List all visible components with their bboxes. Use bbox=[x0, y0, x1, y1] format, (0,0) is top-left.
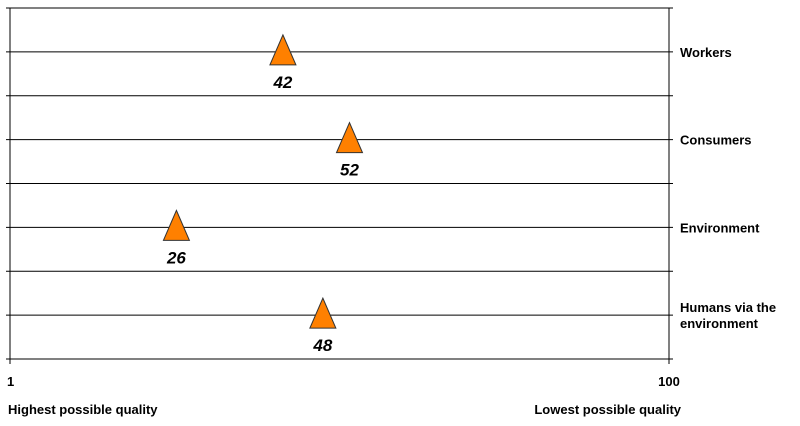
category-label: Humans via the bbox=[680, 300, 776, 315]
x-tick-label: 1 bbox=[7, 374, 14, 389]
triangle-marker bbox=[335, 121, 364, 154]
category-label: Environment bbox=[680, 220, 760, 235]
x-axis-label-right: Lowest possible quality bbox=[534, 402, 681, 417]
category-label: environment bbox=[680, 316, 759, 331]
x-axis-label-left: Highest possible quality bbox=[8, 402, 158, 417]
value-labels: 42 52 26 48 bbox=[166, 73, 360, 355]
data-label: 26 bbox=[166, 248, 186, 267]
data-label: 48 bbox=[312, 336, 332, 355]
triangle-marker bbox=[269, 33, 297, 66]
axis-ticks bbox=[6, 7, 673, 364]
category-label: Workers bbox=[680, 45, 732, 60]
data-label: 42 bbox=[272, 73, 292, 92]
tick-labels: 1 100 bbox=[7, 374, 680, 389]
gridlines bbox=[10, 51, 669, 316]
data-label: 52 bbox=[340, 161, 359, 180]
x-tick-label: 100 bbox=[658, 374, 680, 389]
category-label: Consumers bbox=[680, 133, 752, 148]
markers bbox=[162, 33, 364, 329]
category-labels: Workers Consumers Environment Humans via th… bbox=[680, 45, 776, 331]
triangle-marker bbox=[309, 296, 337, 329]
triangle-marker bbox=[162, 209, 191, 241]
